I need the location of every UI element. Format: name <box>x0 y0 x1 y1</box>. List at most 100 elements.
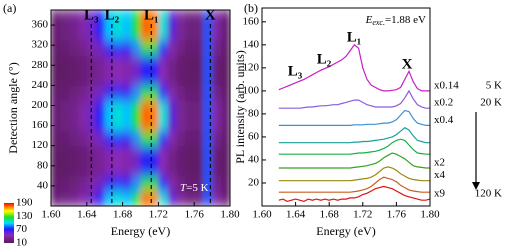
heat-cell <box>68 145 79 162</box>
heat-cell <box>194 55 204 71</box>
heat-cell <box>185 40 195 56</box>
heat-cell <box>131 85 141 101</box>
heat-cell <box>104 175 115 192</box>
heat-cell <box>149 85 159 101</box>
heat-cell <box>122 70 133 86</box>
y-axis-title: Detection angle (°) <box>6 62 20 153</box>
colorbar <box>4 203 14 243</box>
heat-cell <box>104 40 115 56</box>
heat-cell <box>212 40 222 56</box>
series-line <box>278 185 431 203</box>
heat-cell <box>68 130 79 147</box>
heat-cell <box>51 175 61 192</box>
heat-cell <box>51 100 61 117</box>
heat-cell <box>131 175 141 192</box>
heat-cell <box>158 160 168 177</box>
heat-cell <box>221 85 230 101</box>
heat-cell <box>104 70 115 86</box>
y-tick-label: 140 <box>243 38 260 50</box>
heat-cell <box>203 130 213 147</box>
heat-cell <box>59 130 70 147</box>
heat-cell <box>212 145 222 162</box>
heat-cell <box>122 40 133 56</box>
x-tick-label: 1.72 <box>353 209 372 221</box>
heat-cell <box>212 25 222 41</box>
heat-cell <box>86 70 97 86</box>
heat-cell <box>113 85 124 101</box>
heat-cell <box>212 175 222 192</box>
heat-cell <box>140 10 150 26</box>
heat-cell <box>131 40 141 56</box>
heat-cell <box>140 160 150 177</box>
heat-cell <box>176 115 186 132</box>
heat-cell <box>185 130 195 147</box>
heat-cell <box>203 190 213 206</box>
heat-cell <box>122 190 133 206</box>
heat-cell <box>140 25 150 41</box>
heat-cell <box>95 70 106 86</box>
heat-cell <box>77 70 88 86</box>
colorbar-tick-label: 190 <box>16 197 33 209</box>
heat-cell <box>95 115 106 132</box>
series-line <box>278 176 430 193</box>
series-label: x0.2 <box>434 97 453 109</box>
heat-cell <box>77 85 88 101</box>
heat-cell <box>221 130 230 147</box>
y-tick-label: 40 <box>248 153 260 165</box>
heat-cell <box>59 10 70 26</box>
heat-cell <box>176 130 186 147</box>
x-tick-label: 1.76 <box>387 209 407 221</box>
heat-cell <box>77 40 88 56</box>
heat-cell <box>140 115 150 132</box>
heat-cell <box>131 10 141 26</box>
heat-cell <box>194 10 204 26</box>
heat-cell <box>77 145 88 162</box>
heat-cell <box>176 25 186 41</box>
annotation-text: =1.88 eV <box>385 14 426 26</box>
heat-cell <box>176 40 186 56</box>
heat-cell <box>149 10 159 26</box>
heat-cell <box>158 25 168 41</box>
heat-cell <box>77 115 88 132</box>
heat-cell <box>122 160 133 177</box>
heat-cell <box>77 25 88 41</box>
heat-cell <box>149 55 159 71</box>
x-tick-label: 1.60 <box>41 209 61 221</box>
peak-label: X <box>205 7 216 23</box>
y-tick-label: 240 <box>32 79 49 91</box>
heat-cell <box>86 160 97 177</box>
heat-cell <box>221 160 230 177</box>
heat-cell <box>185 175 195 192</box>
heat-cell <box>59 100 70 117</box>
heat-cell <box>122 55 133 71</box>
x-tick-label: 1.80 <box>220 209 240 221</box>
x-tick-label: 1.76 <box>185 209 205 221</box>
heat-cell <box>113 10 124 26</box>
heat-cell <box>113 160 124 177</box>
heat-cell <box>86 10 97 26</box>
temperature-label: 20 K <box>480 97 502 109</box>
heat-cell <box>131 55 141 71</box>
annotation-subscript: exc. <box>372 18 385 27</box>
heat-cell <box>149 130 159 147</box>
heat-cell <box>149 25 159 41</box>
heat-cell <box>68 160 79 177</box>
heat-cell <box>113 130 124 147</box>
heat-cell <box>51 145 61 162</box>
heat-cell <box>113 70 124 86</box>
heat-cell <box>176 100 186 117</box>
heat-cell <box>131 25 141 41</box>
heat-cell <box>86 175 97 192</box>
heat-cell <box>104 145 115 162</box>
heat-cell <box>203 85 213 101</box>
heat-cell <box>68 85 79 101</box>
heat-cell <box>176 55 186 71</box>
heat-cell <box>212 85 222 101</box>
x-tick-label: 1.64 <box>77 209 97 221</box>
heat-cell <box>113 25 124 41</box>
heat-cell <box>149 100 159 117</box>
x-tick-label: 1.80 <box>420 209 440 221</box>
heat-cell <box>167 190 177 206</box>
heat-cell <box>203 100 213 117</box>
heat-cell <box>167 40 177 56</box>
